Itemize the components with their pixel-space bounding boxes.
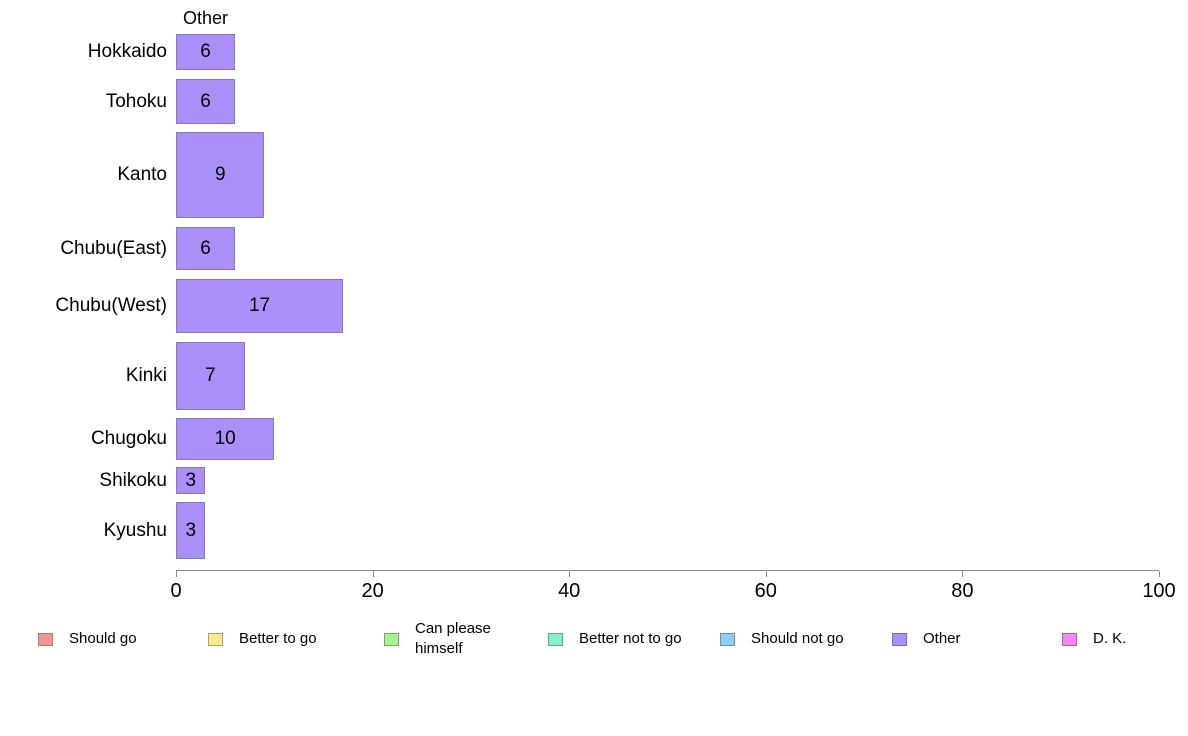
legend-swatch [1062, 632, 1077, 646]
legend-label: Better to go [239, 630, 317, 647]
x-axis-tick [569, 571, 571, 577]
bar-value-label: 3 [185, 519, 197, 541]
bar-value-label: 3 [185, 469, 197, 491]
x-axis-tick [176, 571, 177, 577]
legend-label: D. K. [1093, 630, 1127, 647]
x-axis-tick [1159, 571, 1160, 577]
region-label-kyushu: Kyushu [103, 519, 167, 541]
x-axis-tick-label: 0 [170, 580, 182, 602]
bar-chubu-east-: 6 [176, 227, 235, 270]
legend-label: Can please himself [415, 620, 491, 657]
legend-swatch [720, 632, 735, 646]
region-label-kanto: Kanto [117, 164, 167, 185]
legend-swatch [892, 632, 907, 646]
bar-chugoku: 10 [176, 418, 275, 460]
x-axis-line [176, 570, 1159, 571]
region-label-chubu-east-: Chubu(East) [60, 237, 167, 259]
legend-label: Better not to go [579, 630, 682, 647]
bar-shikoku: 3 [176, 467, 206, 494]
x-axis-tick-label: 40 [558, 580, 581, 602]
x-axis-tick-label: 20 [361, 580, 384, 602]
bar-value-label: 6 [200, 41, 211, 62]
x-axis-tick [962, 571, 964, 577]
bar-chubu-west-: 17 [176, 279, 344, 333]
legend-swatch [38, 632, 53, 646]
region-label-hokkaido: Hokkaido [87, 41, 167, 62]
region-label-chugoku: Chugoku [90, 428, 167, 449]
legend-item-better-to-go: Better to go [208, 617, 317, 661]
bar-kyushu: 3 [176, 502, 206, 559]
legend-item-other: Other [892, 617, 961, 661]
region-label-chubu-west-: Chubu(West) [55, 295, 167, 316]
legend-label: Should not go [751, 630, 844, 647]
bar-value-label: 17 [248, 295, 271, 316]
legend-item-can-please-himself: Can please himself [384, 617, 491, 661]
x-axis-tick [765, 571, 767, 577]
bar-kinki: 7 [176, 342, 245, 410]
bar-value-label: 10 [214, 428, 236, 449]
region-label-shikoku: Shikoku [99, 469, 167, 491]
bar-value-label: 9 [214, 164, 226, 185]
bar-value-label: 6 [200, 90, 211, 112]
region-label-tohoku: Tohoku [105, 90, 167, 112]
bar-value-label: 7 [205, 365, 216, 386]
bar-value-label: 6 [200, 237, 211, 259]
x-axis-tick-label: 80 [951, 580, 974, 602]
legend-item-should-go: Should go [38, 617, 137, 661]
legend-label: Other [923, 630, 961, 647]
legend-item-d-k-: D. K. [1062, 617, 1126, 661]
legend-item-should-not-go: Should not go [720, 617, 844, 661]
x-axis-tick [372, 571, 374, 577]
bar-kanto: 9 [176, 132, 265, 218]
legend-label: Should go [69, 630, 137, 647]
chart-title: Other [182, 8, 228, 28]
legend-swatch [208, 632, 223, 646]
x-axis-tick-label: 100 [1142, 580, 1176, 602]
bar-hokkaido: 6 [176, 34, 235, 70]
legend-swatch [384, 632, 399, 646]
legend-item-better-not-to-go: Better not to go [548, 617, 682, 661]
legend-swatch [548, 632, 563, 646]
region-label-kinki: Kinki [125, 365, 167, 386]
x-axis-tick-label: 60 [754, 580, 777, 602]
bar-tohoku: 6 [176, 79, 235, 124]
